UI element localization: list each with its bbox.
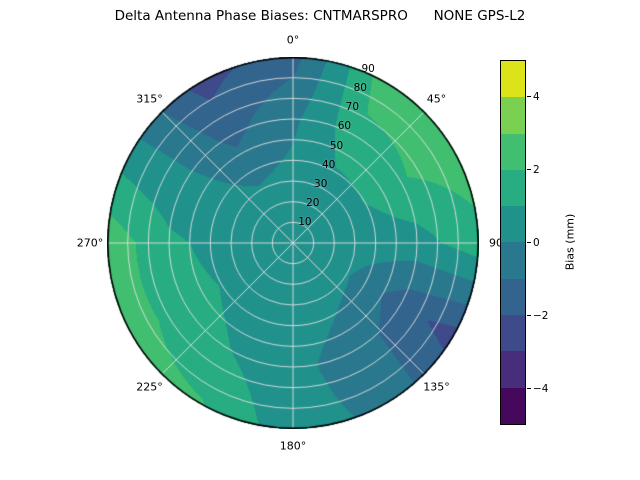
- angular-tick-label: 180°: [279, 439, 307, 453]
- angular-tick-label: 0°: [286, 33, 300, 47]
- angular-tick-label: 270°: [76, 236, 104, 250]
- angular-tick-label: 225°: [136, 380, 163, 394]
- radial-tick-label: 90: [361, 63, 375, 76]
- radial-tick-label: 10: [298, 215, 312, 228]
- colorbar-tick-label: −2: [533, 309, 549, 322]
- angular-tick-label: 90: [489, 236, 503, 250]
- angular-tick-label: 315°: [136, 92, 163, 106]
- colorbar-tick-mark: [527, 388, 531, 389]
- colorbar-band: [501, 315, 525, 352]
- colorbar-gradient: [501, 61, 525, 424]
- radial-tick-label: 50: [329, 139, 344, 152]
- colorbar-band: [501, 133, 525, 170]
- colorbar-band: [501, 387, 525, 424]
- colorbar-tick-label: 4: [533, 90, 540, 103]
- colorbar-band: [501, 278, 525, 316]
- colorbar-band: [501, 206, 525, 243]
- radial-tick-label: 30: [314, 177, 328, 190]
- radial-tick-label: 70: [345, 101, 360, 114]
- chart-title: Delta Antenna Phase Biases: CNTMARSPRO N…: [114, 8, 526, 24]
- angular-tick-label: 45°: [426, 92, 447, 106]
- colorbar-axis-label: Bias (mm): [563, 213, 577, 271]
- colorbar-band: [501, 351, 525, 388]
- colorbar-tick-label: −4: [533, 382, 549, 395]
- colorbar-band: [501, 97, 525, 134]
- colorbar-band: [501, 169, 525, 207]
- colorbar-tick-label: 2: [533, 163, 540, 176]
- colorbar-tick-mark: [527, 315, 531, 316]
- radial-tick-label: 80: [353, 82, 367, 95]
- radial-tick-label: 20: [306, 196, 320, 209]
- angular-tick-label: 135°: [423, 380, 450, 394]
- colorbar-tick-mark: [527, 96, 531, 97]
- colorbar: [500, 60, 526, 425]
- radial-tick-label: 40: [321, 158, 336, 171]
- polar-contour-plot: [107, 57, 479, 429]
- colorbar-band: [501, 61, 525, 98]
- colorbar-tick-mark: [527, 242, 531, 243]
- colorbar-band: [501, 242, 525, 279]
- radial-tick-label: 60: [337, 120, 352, 133]
- colorbar-tick-label: 0: [533, 236, 540, 249]
- colorbar-tick-mark: [527, 169, 531, 170]
